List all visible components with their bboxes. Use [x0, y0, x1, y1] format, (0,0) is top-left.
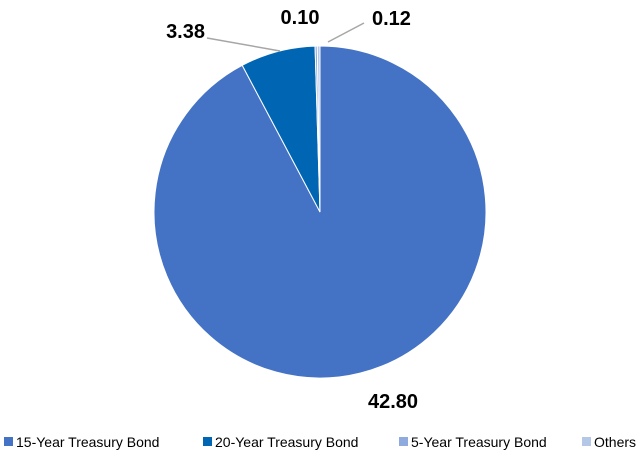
data-labels: 42.80 3.38 0.10 0.12	[166, 7, 418, 413]
legend-swatch-20-year-treasury-bond	[203, 437, 212, 446]
leader-lines	[206, 22, 365, 52]
legend-item-5-year-treasury-bond: 5-Year Treasury Bond	[399, 434, 547, 450]
pie-slices	[153, 45, 487, 379]
legend-label-others: Others	[594, 434, 636, 450]
data-label-5-year-treasury-bond: 0.10	[281, 7, 320, 29]
legend-label-20-year-treasury-bond: 20-Year Treasury Bond	[215, 434, 358, 450]
legend-swatch-others	[582, 437, 591, 446]
legend: 15-Year Treasury Bond 20-Year Treasury Bo…	[4, 434, 636, 450]
leader-line-others	[327, 22, 365, 43]
data-label-20-year-treasury-bond: 3.38	[166, 21, 205, 43]
data-label-others: 0.12	[372, 8, 411, 30]
legend-swatch-15-year-treasury-bond	[4, 437, 13, 446]
legend-item-others: Others	[582, 434, 636, 450]
data-label-15-year-treasury-bond: 42.80	[368, 391, 418, 413]
legend-item-20-year-treasury-bond: 20-Year Treasury Bond	[203, 434, 358, 450]
legend-label-15-year-treasury-bond: 15-Year Treasury Bond	[16, 434, 159, 450]
legend-item-15-year-treasury-bond: 15-Year Treasury Bond	[4, 434, 159, 450]
legend-label-5-year-treasury-bond: 5-Year Treasury Bond	[411, 434, 547, 450]
legend-swatch-5-year-treasury-bond	[399, 437, 408, 446]
pie-slice-others	[316, 45, 321, 213]
leader-line-20-year-treasury-bond	[206, 37, 281, 52]
